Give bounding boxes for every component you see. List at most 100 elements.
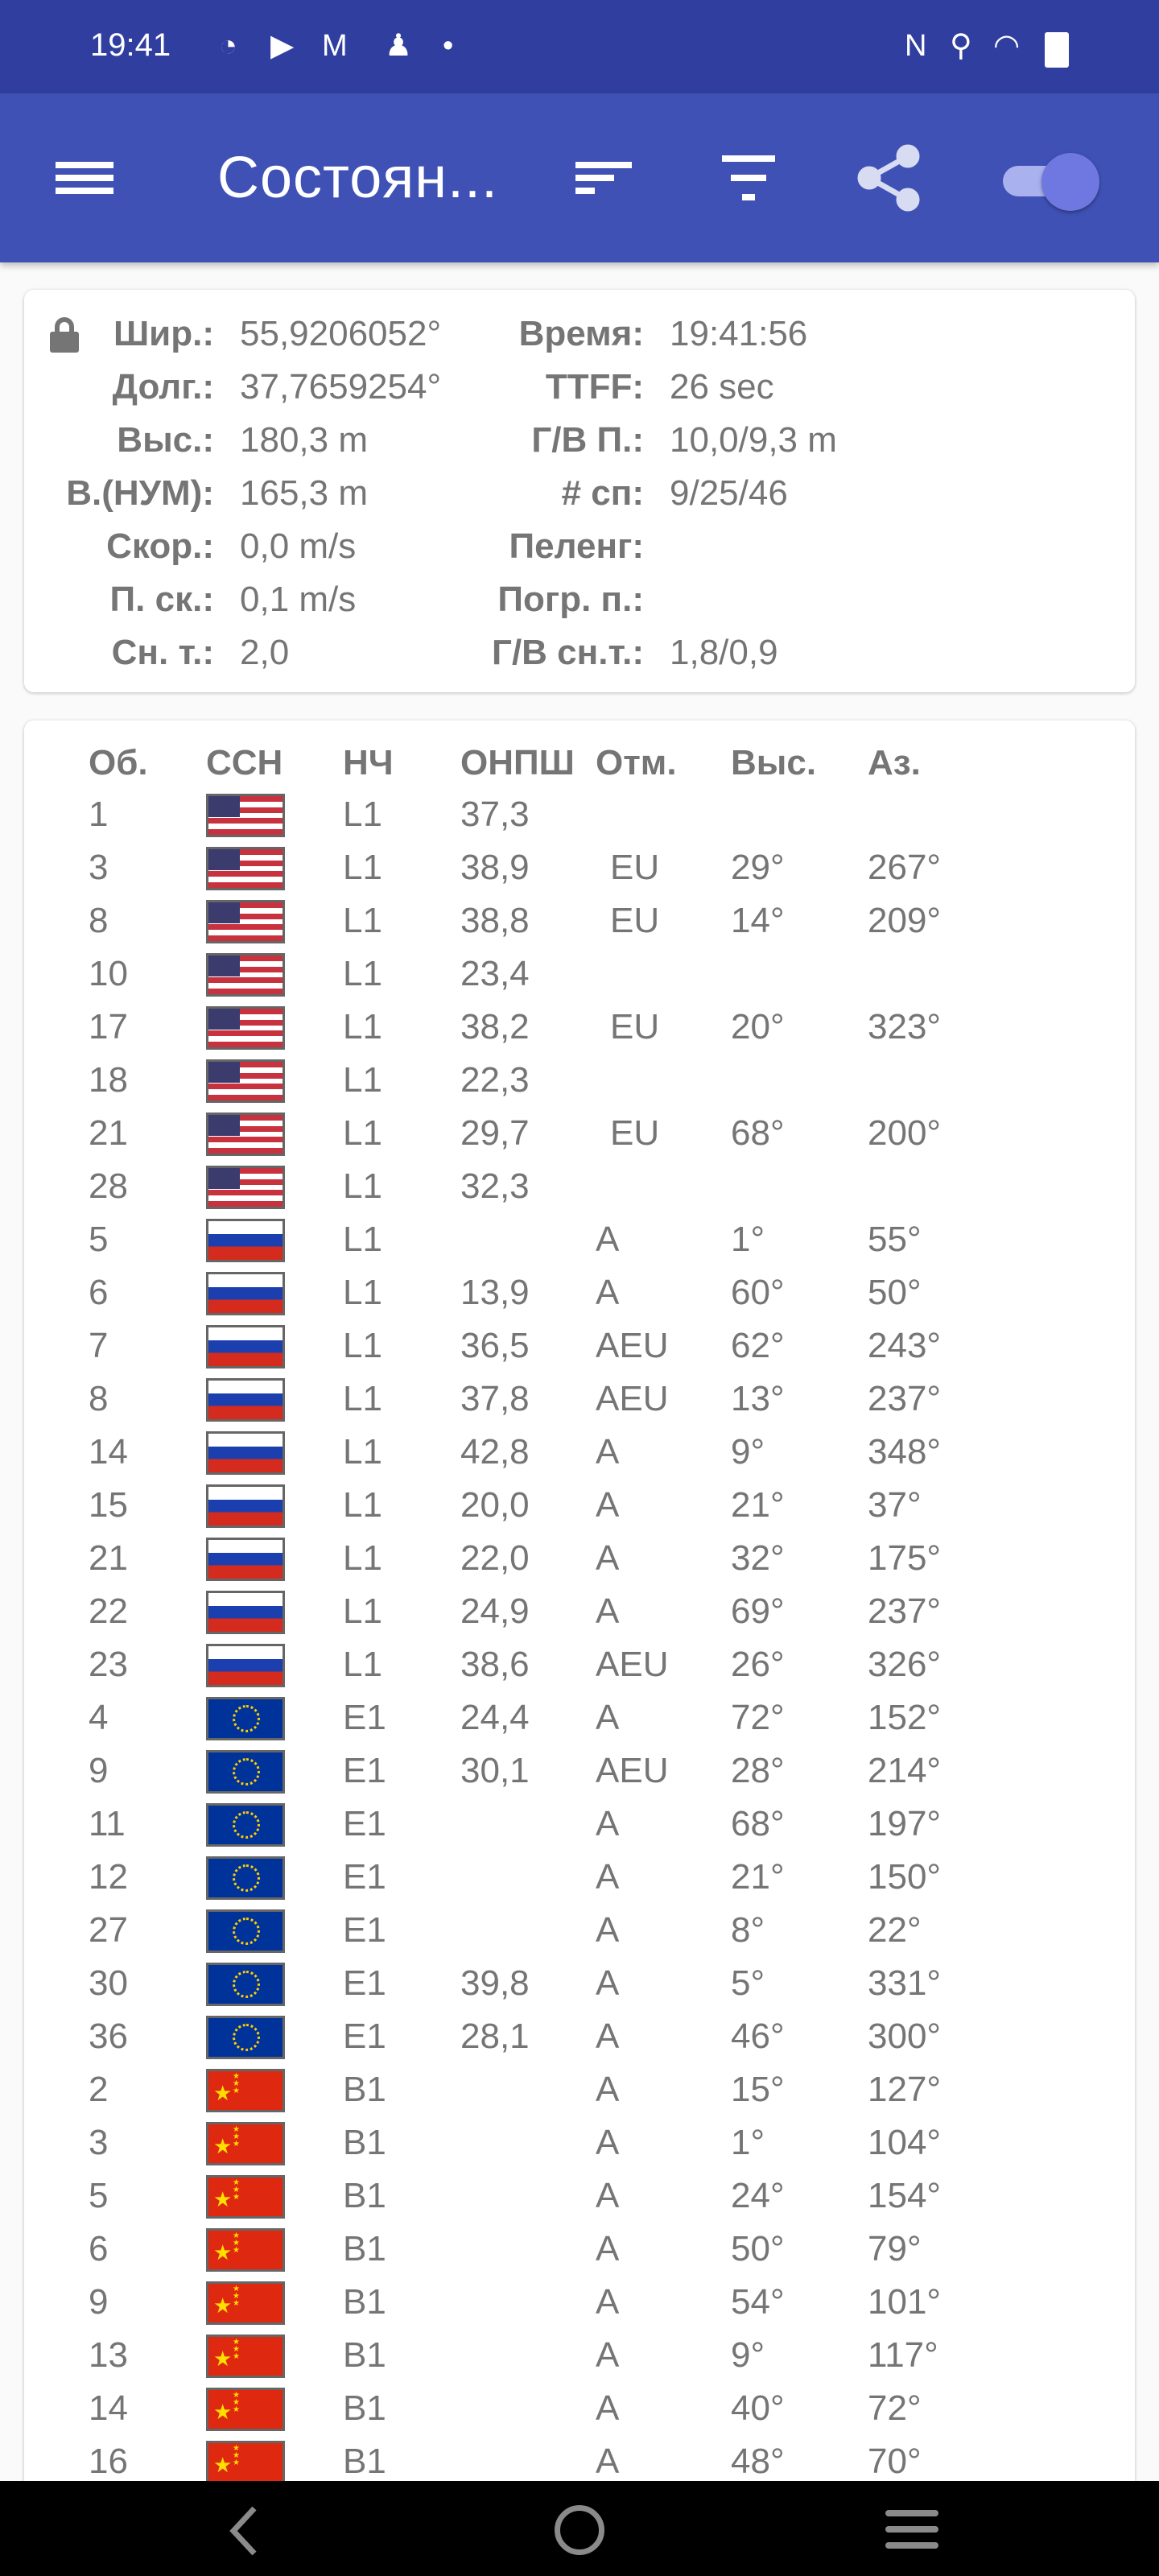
cell: 197° — [868, 1804, 942, 1843]
table-row[interactable]: 12 E1 A 21° 150° — [24, 1851, 1135, 1904]
table-row[interactable]: 28 L1 32,3 — [24, 1160, 1135, 1213]
table-row[interactable]: 17 L1 38,2 EU 20° 323° — [24, 1001, 1135, 1054]
table-row[interactable]: 23 L1 38,6 AEU 26° 326° — [24, 1638, 1135, 1691]
cell: 348° — [868, 1432, 942, 1472]
recents-icon[interactable] — [885, 2510, 938, 2549]
cell: 68° — [731, 1804, 785, 1843]
toggle-switch[interactable] — [998, 148, 1103, 213]
usa-flag-icon — [206, 847, 285, 890]
cell: 4 — [89, 1698, 109, 1737]
share-icon[interactable] — [853, 142, 926, 214]
cell: 150° — [868, 1857, 942, 1897]
menu-icon[interactable] — [48, 142, 121, 214]
china-flag-icon: ★ ★ ★ ★ — [206, 2122, 285, 2165]
table-row[interactable]: 6 L1 13,9 A 60° 50° — [24, 1266, 1135, 1319]
table-row[interactable]: 3 L1 38,9 EU 29° 267° — [24, 841, 1135, 894]
table-row[interactable]: 21 L1 22,0 A 32° 175° — [24, 1532, 1135, 1585]
cell: A — [596, 1485, 620, 1525]
usa-flag-icon — [206, 953, 285, 997]
home-icon[interactable] — [555, 2505, 604, 2555]
info-value: 37,7659254° — [240, 367, 442, 407]
table-row[interactable]: 14 L1 42,8 A 9° 348° — [24, 1426, 1135, 1479]
cell: 7 — [89, 1326, 109, 1365]
table-row[interactable]: 18 L1 22,3 — [24, 1054, 1135, 1107]
table-row[interactable]: 13 ★ ★ ★ ★ B1 A 9° 117° — [24, 2329, 1135, 2382]
table-row[interactable]: 22 L1 24,9 A 69° 237° — [24, 1585, 1135, 1638]
table-row[interactable]: 16 ★ ★ ★ ★ B1 A 48° 70° — [24, 2435, 1135, 2488]
cell: E1 — [343, 2017, 386, 2056]
lock-icon — [50, 317, 79, 353]
cell: 323° — [868, 1007, 942, 1046]
table-row[interactable]: 10 L1 23,4 — [24, 947, 1135, 1001]
china-flag-icon: ★ ★ ★ ★ — [206, 2069, 285, 2112]
table-row[interactable]: 14 ★ ★ ★ ★ B1 A 40° 72° — [24, 2382, 1135, 2435]
cell: L1 — [343, 1113, 382, 1153]
position-info-card: Шир.: 55,9206052° Время: 19:41:56 Долг.:… — [24, 290, 1135, 692]
cell: A — [596, 1910, 620, 1950]
filter-icon[interactable] — [712, 142, 785, 214]
table-row[interactable]: 15 L1 20,0 A 21° 37° — [24, 1479, 1135, 1532]
cell: A — [596, 2282, 620, 2322]
info-label: Выс.: — [117, 420, 214, 460]
cell: 21 — [89, 1538, 128, 1578]
table-row[interactable]: 8 L1 38,8 EU 14° 209° — [24, 894, 1135, 947]
china-flag-icon: ★ ★ ★ ★ — [206, 2388, 285, 2431]
speedometer-icon: ◔ — [219, 29, 237, 63]
table-row[interactable]: 27 E1 A 8° 22° — [24, 1904, 1135, 1957]
table-row[interactable]: 8 L1 37,8 AEU 13° 237° — [24, 1373, 1135, 1426]
cell: 70° — [868, 2442, 922, 2481]
cell: 29° — [731, 848, 785, 887]
table-row[interactable]: 1 L1 37,3 — [24, 788, 1135, 841]
battery-icon — [1045, 32, 1069, 68]
cell: 21 — [89, 1113, 128, 1153]
info-value: 0,0 m/s — [240, 526, 357, 566]
cell: A — [596, 1432, 620, 1472]
nfc-icon: N — [905, 29, 927, 63]
sort-icon[interactable] — [567, 142, 640, 214]
cell: 20° — [731, 1007, 785, 1046]
russia-flag-icon — [206, 1325, 285, 1368]
cell: 8 — [89, 901, 109, 940]
info-value: 0,1 m/s — [240, 580, 357, 619]
table-row[interactable]: 36 E1 28,1 A 46° 300° — [24, 2010, 1135, 2063]
cell: 8° — [731, 1910, 765, 1950]
cell: L1 — [343, 848, 382, 887]
cell: B1 — [343, 2176, 386, 2215]
back-icon[interactable] — [225, 2505, 266, 2557]
cell: B1 — [343, 2123, 386, 2162]
cell: 1° — [731, 1220, 765, 1259]
cell: L1 — [343, 1432, 382, 1472]
table-row[interactable]: 7 L1 36,5 AEU 62° 243° — [24, 1319, 1135, 1373]
cell: 9 — [89, 1751, 109, 1790]
eu-flag-icon — [206, 2016, 285, 2059]
table-row[interactable]: 4 E1 24,4 A 72° 152° — [24, 1691, 1135, 1744]
cell: 214° — [868, 1751, 942, 1790]
table-row[interactable]: 9 E1 30,1 AEU 28° 214° — [24, 1744, 1135, 1798]
cell: 50° — [731, 2229, 785, 2268]
cell: 24,4 — [460, 1698, 530, 1737]
table-row[interactable]: 5 L1 A 1° 55° — [24, 1213, 1135, 1266]
cell: A — [596, 1538, 620, 1578]
table-row[interactable]: 2 ★ ★ ★ ★ B1 A 15° 127° — [24, 2063, 1135, 2116]
table-row[interactable]: 3 ★ ★ ★ ★ B1 A 1° 104° — [24, 2116, 1135, 2169]
cell: 27 — [89, 1910, 128, 1950]
cell: 30 — [89, 1963, 128, 2003]
table-row[interactable]: 11 E1 A 68° 197° — [24, 1798, 1135, 1851]
table-row[interactable]: 9 ★ ★ ★ ★ B1 A 54° 101° — [24, 2276, 1135, 2329]
cell: A — [596, 2123, 620, 2162]
table-row[interactable]: 6 ★ ★ ★ ★ B1 A 50° 79° — [24, 2223, 1135, 2276]
table-row[interactable]: 21 L1 29,7 EU 68° 200° — [24, 1107, 1135, 1160]
dot-icon: • — [443, 29, 454, 63]
cell: 14 — [89, 2388, 128, 2428]
china-flag-icon: ★ ★ ★ ★ — [206, 2228, 285, 2272]
cell: 1° — [731, 2123, 765, 2162]
cell: 22 — [89, 1591, 128, 1631]
cell: 54° — [731, 2282, 785, 2322]
cell: A — [596, 1220, 620, 1259]
cell: A — [596, 1698, 620, 1737]
info-label: Шир.: — [113, 314, 214, 353]
table-row[interactable]: 5 ★ ★ ★ ★ B1 A 24° 154° — [24, 2169, 1135, 2223]
cell: E1 — [343, 1963, 386, 2003]
table-row[interactable]: 30 E1 39,8 A 5° 331° — [24, 1957, 1135, 2010]
cell: 28° — [731, 1751, 785, 1790]
